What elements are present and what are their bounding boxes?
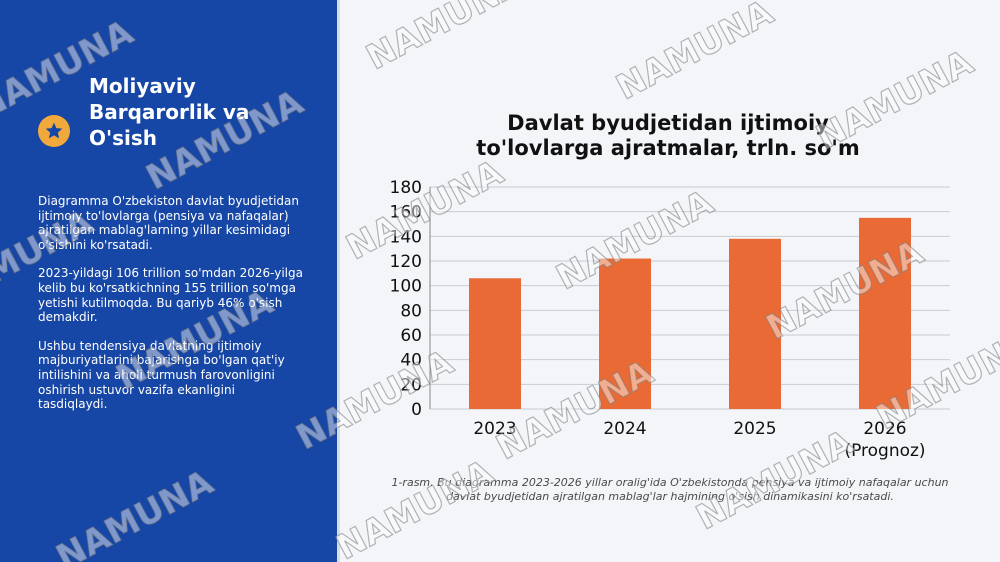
star-icon <box>38 115 70 147</box>
y-tick-label: 80 <box>400 301 422 321</box>
x-tick-label: 2026 (Prognoz) <box>844 419 925 461</box>
bar <box>599 258 651 409</box>
x-tick-label: 2025 <box>733 419 776 439</box>
sidebar-title: Moliyaviy Barqarorlik va O'sish <box>89 74 250 150</box>
chart-title: Davlat byudjetidan ijtimoiy <box>507 111 829 135</box>
bar <box>859 217 911 409</box>
y-tick-label: 140 <box>390 227 422 247</box>
chart-area: Davlat byudjetidan ijtimoiy to'lovlarga a… <box>340 0 1000 562</box>
y-tick-label: 120 <box>390 252 422 272</box>
sidebar-paragraph: Diagramma O'zbekiston davlat byudjetidan… <box>38 194 299 252</box>
y-tick-label: 60 <box>400 326 422 346</box>
sidebar-divider <box>337 0 340 562</box>
sidebar-description: Diagramma O'zbekiston davlat byudjetidan… <box>38 194 306 426</box>
sidebar-paragraph: Ushbu tendensiya davlatning ijtimoiy maj… <box>38 338 285 412</box>
x-tick-label: 2023 <box>473 419 516 439</box>
y-tick-label: 0 <box>411 400 422 420</box>
bar <box>729 238 781 409</box>
chart-title: to'lovlarga ajratmalar, trln. so'm <box>476 136 859 160</box>
sidebar: Moliyaviy Barqarorlik va O'sish Diagramm… <box>0 0 337 562</box>
y-tick-label: 100 <box>390 277 422 297</box>
y-tick-label: 20 <box>400 375 422 395</box>
bar <box>469 278 521 409</box>
x-tick-label: 2024 <box>603 419 646 439</box>
y-tick-label: 40 <box>400 351 422 371</box>
figure-caption: 1-rasm. Bu diagramma 2023-2026 yillar or… <box>391 476 949 503</box>
y-tick-label: 180 <box>390 178 422 198</box>
y-tick-label: 160 <box>390 203 422 223</box>
sidebar-paragraph: 2023-yildagi 106 trillion so'mdan 2026-y… <box>38 266 303 325</box>
